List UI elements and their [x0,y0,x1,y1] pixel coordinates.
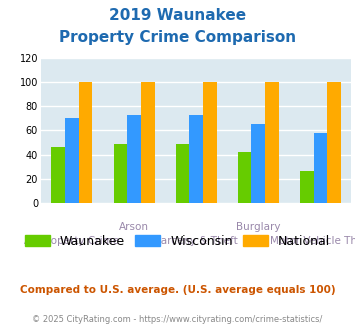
Bar [327,82,341,203]
Bar [51,147,65,203]
Legend: Waunakee, Wisconsin, National: Waunakee, Wisconsin, National [20,230,335,253]
Text: Motor Vehicle Theft: Motor Vehicle Theft [270,236,355,246]
Bar [127,115,141,203]
Bar [176,144,189,203]
Bar [313,133,327,203]
Text: Burglary: Burglary [236,222,280,232]
Text: Property Crime Comparison: Property Crime Comparison [59,30,296,45]
Text: Arson: Arson [119,222,149,232]
Text: © 2025 CityRating.com - https://www.cityrating.com/crime-statistics/: © 2025 CityRating.com - https://www.city… [32,315,323,324]
Bar [79,82,92,203]
Bar [238,152,251,203]
Text: All Property Crime: All Property Crime [24,236,119,246]
Text: Compared to U.S. average. (U.S. average equals 100): Compared to U.S. average. (U.S. average … [20,285,335,295]
Text: 2019 Waunakee: 2019 Waunakee [109,8,246,23]
Bar [265,82,279,203]
Bar [251,124,265,203]
Bar [65,118,79,203]
Bar [300,172,313,203]
Bar [189,115,203,203]
Bar [114,144,127,203]
Bar [141,82,154,203]
Bar [203,82,217,203]
Text: Larceny & Theft: Larceny & Theft [155,236,237,246]
